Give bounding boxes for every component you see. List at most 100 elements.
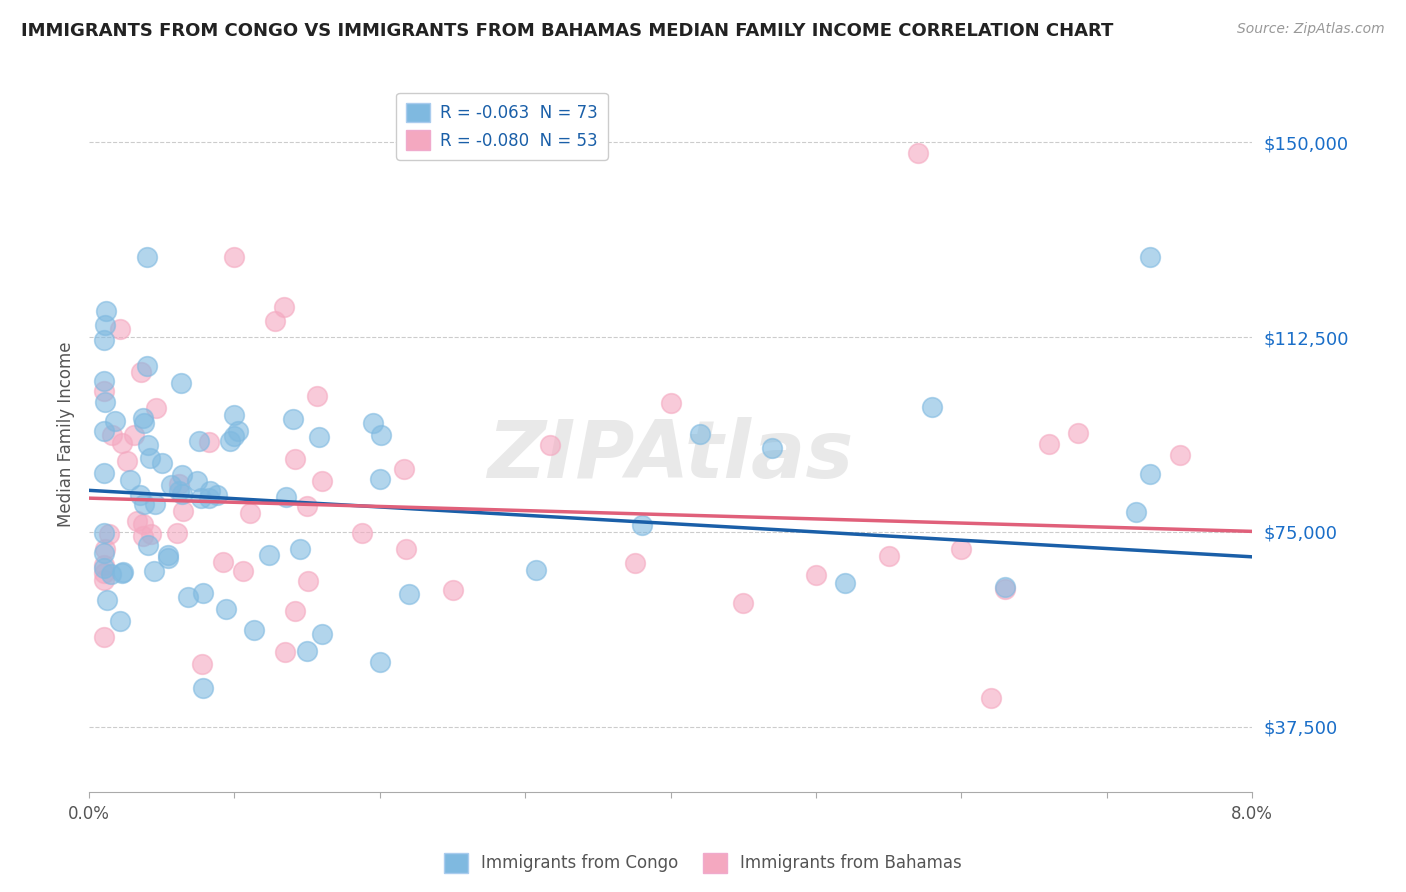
- Point: [96, 304, 118, 318]
- Point: [136, 359, 159, 373]
- Point: [994, 580, 1017, 594]
- Point: [311, 627, 333, 641]
- Point: [1168, 448, 1191, 462]
- Point: [132, 529, 155, 543]
- Point: [93, 546, 115, 560]
- Point: [239, 506, 262, 520]
- Point: [93, 560, 115, 574]
- Point: [921, 400, 943, 414]
- Point: [143, 497, 166, 511]
- Legend: Immigrants from Congo, Immigrants from Bahamas: Immigrants from Congo, Immigrants from B…: [437, 847, 969, 880]
- Point: [128, 488, 150, 502]
- Point: [145, 401, 167, 415]
- Point: [361, 416, 384, 430]
- Point: [689, 427, 711, 442]
- Point: [214, 602, 236, 616]
- Point: [257, 549, 280, 563]
- Point: [630, 517, 652, 532]
- Point: [352, 525, 374, 540]
- Point: [305, 389, 328, 403]
- Point: [167, 484, 190, 499]
- Point: [139, 527, 162, 541]
- Point: [994, 582, 1017, 596]
- Point: [368, 655, 391, 669]
- Point: [132, 410, 155, 425]
- Point: [93, 374, 115, 388]
- Point: [93, 424, 115, 438]
- Point: [190, 491, 212, 505]
- Point: [188, 434, 211, 448]
- Point: [311, 474, 333, 488]
- Point: [136, 250, 159, 264]
- Point: [242, 623, 264, 637]
- Point: [198, 484, 221, 499]
- Point: [93, 566, 115, 580]
- Point: [157, 550, 180, 565]
- Point: [132, 416, 155, 430]
- Point: [218, 434, 240, 448]
- Point: [93, 526, 115, 541]
- Point: [226, 424, 249, 438]
- Point: [138, 450, 160, 465]
- Text: Source: ZipAtlas.com: Source: ZipAtlas.com: [1237, 22, 1385, 37]
- Point: [150, 456, 173, 470]
- Point: [222, 428, 245, 442]
- Point: [290, 542, 312, 557]
- Point: [125, 514, 148, 528]
- Point: [761, 441, 783, 455]
- Point: [97, 527, 120, 541]
- Point: [100, 567, 122, 582]
- Point: [111, 566, 134, 580]
- Point: [441, 583, 464, 598]
- Point: [108, 614, 131, 628]
- Point: [96, 593, 118, 607]
- Point: [93, 466, 115, 480]
- Point: [160, 478, 183, 492]
- Point: [94, 395, 117, 409]
- Point: [308, 430, 330, 444]
- Point: [834, 575, 856, 590]
- Point: [136, 438, 159, 452]
- Point: [224, 250, 246, 264]
- Point: [117, 454, 139, 468]
- Point: [93, 384, 115, 398]
- Text: ZIPAtlas: ZIPAtlas: [488, 417, 853, 495]
- Point: [370, 428, 392, 442]
- Point: [93, 558, 115, 573]
- Point: [263, 314, 285, 328]
- Point: [166, 526, 188, 541]
- Point: [222, 408, 245, 422]
- Point: [157, 548, 180, 562]
- Point: [398, 586, 420, 600]
- Point: [368, 473, 391, 487]
- Point: [733, 596, 755, 610]
- Point: [273, 301, 295, 315]
- Point: [129, 366, 152, 380]
- Text: IMMIGRANTS FROM CONGO VS IMMIGRANTS FROM BAHAMAS MEDIAN FAMILY INCOME CORRELATIO: IMMIGRANTS FROM CONGO VS IMMIGRANTS FROM…: [21, 22, 1114, 40]
- Point: [297, 574, 319, 588]
- Point: [170, 468, 193, 483]
- Point: [524, 563, 547, 577]
- Legend: R = -0.063  N = 73, R = -0.080  N = 53: R = -0.063 N = 73, R = -0.080 N = 53: [396, 93, 607, 160]
- Point: [100, 428, 122, 442]
- Point: [232, 564, 254, 578]
- Point: [274, 645, 297, 659]
- Point: [907, 145, 929, 160]
- Point: [93, 630, 115, 644]
- Point: [191, 586, 214, 600]
- Point: [132, 516, 155, 531]
- Point: [176, 591, 198, 605]
- Point: [122, 428, 145, 442]
- Point: [205, 488, 228, 502]
- Point: [136, 538, 159, 552]
- Point: [112, 565, 135, 579]
- Point: [395, 541, 418, 556]
- Point: [143, 564, 166, 578]
- Point: [1125, 505, 1147, 519]
- Point: [804, 568, 827, 582]
- Point: [191, 657, 214, 672]
- Y-axis label: Median Family Income: Median Family Income: [58, 342, 75, 527]
- Point: [538, 438, 561, 452]
- Point: [1038, 436, 1060, 450]
- Point: [284, 452, 307, 467]
